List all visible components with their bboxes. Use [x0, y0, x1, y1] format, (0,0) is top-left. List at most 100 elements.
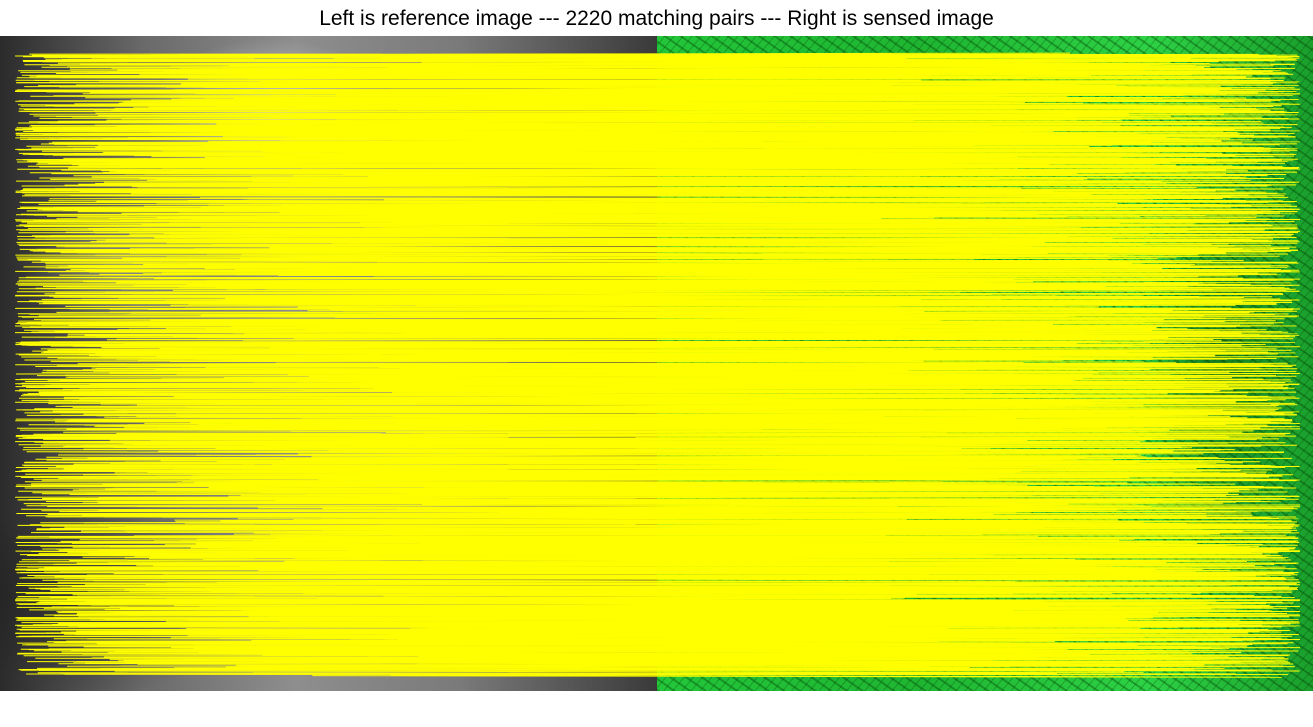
match-line [331, 287, 919, 290]
match-line [291, 113, 912, 117]
match-line [92, 660, 1288, 663]
match-line [257, 668, 1195, 671]
match-line [283, 204, 1022, 208]
match-line [421, 99, 1281, 101]
match-line [144, 173, 1021, 176]
match-line [297, 305, 1068, 308]
match-line [209, 203, 1239, 206]
match-line [173, 56, 1191, 59]
match-line [279, 212, 1295, 215]
match-line [149, 650, 1242, 653]
match-line [230, 326, 1093, 328]
match-line [90, 619, 1136, 623]
match-line [396, 88, 1147, 91]
match-line [332, 506, 1301, 509]
match-line [24, 462, 950, 465]
match-line [18, 469, 940, 472]
match-line [15, 294, 1161, 297]
match-line [276, 370, 1209, 373]
match-line [204, 281, 1006, 285]
match-line [116, 409, 1300, 413]
match-line [326, 264, 1022, 268]
match-line [62, 388, 1221, 391]
match-line [18, 442, 1198, 446]
match-line [60, 76, 1236, 80]
match-line [74, 316, 1227, 319]
match-line [80, 554, 1215, 557]
match-line [53, 642, 1039, 645]
match-line [275, 190, 1267, 193]
match-line [347, 376, 1066, 380]
match-line [21, 355, 1029, 358]
match-line [384, 594, 917, 597]
match-line [137, 186, 1088, 189]
match-line [44, 385, 1230, 387]
match-line [200, 522, 1295, 525]
match-line [37, 74, 1193, 76]
match-line [108, 499, 1139, 503]
match-line [178, 219, 964, 222]
match-line [347, 298, 922, 302]
match-line [393, 124, 1285, 128]
match-line [138, 302, 1293, 304]
match-line [334, 192, 1278, 195]
match-line [375, 633, 1080, 635]
match-line [105, 292, 1283, 294]
match-line [226, 487, 1259, 491]
match-line [388, 394, 991, 396]
match-line [384, 138, 1132, 142]
match-line [41, 525, 1291, 528]
match-line [126, 276, 1199, 279]
match-line [223, 618, 1145, 621]
match-line [170, 303, 926, 306]
match-line [141, 55, 1300, 57]
match-line [48, 437, 998, 440]
match-line [29, 312, 1114, 315]
match-line [28, 119, 1063, 123]
match-line [42, 286, 1269, 289]
match-line [38, 568, 1231, 571]
match-line [93, 130, 1037, 132]
match-line [48, 647, 1212, 650]
match-line [293, 297, 1281, 300]
match-line [42, 622, 1105, 625]
match-line [85, 493, 1210, 496]
match-line [217, 240, 992, 243]
match-line [414, 549, 1278, 553]
match-line [56, 127, 1172, 131]
match-line [114, 610, 1269, 613]
match-line [101, 511, 972, 515]
match-line [48, 137, 1149, 140]
match-line [146, 284, 1293, 287]
match-line [296, 105, 1131, 108]
match-line [15, 225, 891, 229]
match-line [373, 275, 1183, 278]
match-line [414, 117, 1078, 121]
match-line [387, 188, 901, 192]
match-line [17, 596, 986, 598]
match-line [141, 223, 1193, 226]
match-line [397, 639, 1167, 642]
match-line [262, 151, 1149, 154]
match-line [256, 413, 1285, 416]
match-line [129, 252, 1289, 255]
match-line [284, 168, 1300, 172]
match-line [408, 531, 1292, 534]
match-line [156, 216, 990, 219]
match-line [108, 218, 1278, 220]
match-line [111, 110, 1137, 112]
match-line [33, 318, 1285, 320]
match-line [194, 246, 1116, 250]
match-line [292, 135, 1278, 138]
match-line [267, 62, 889, 65]
match-line [19, 629, 1260, 632]
match-line [59, 587, 1076, 590]
match-line [348, 283, 1251, 285]
match-line [189, 208, 1002, 212]
match-line [278, 461, 900, 464]
match-line [65, 374, 1028, 376]
match-line [157, 575, 1285, 578]
match-line [127, 200, 1246, 203]
match-line [221, 407, 1282, 411]
match-line [293, 517, 1235, 520]
